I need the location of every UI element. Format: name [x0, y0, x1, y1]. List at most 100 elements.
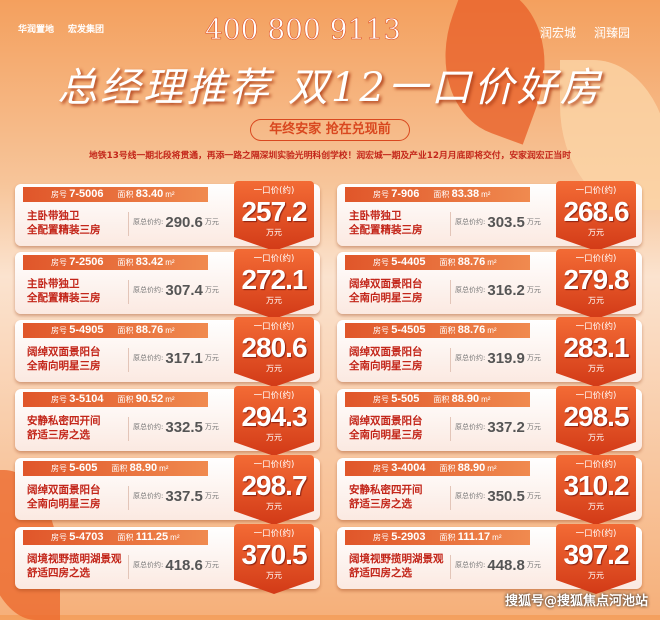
original-price: 原总价约: 303.5 万元 — [455, 214, 541, 231]
listing-card[interactable]: 房号 7-5006 面积 83.40 m² 主卧带独卫全配置精装三房 原总价约: 29… — [15, 181, 320, 251]
orig-value: 319.9 — [487, 350, 525, 367]
developer-logos: 华润置地 宏发集团 — [18, 22, 104, 35]
orig-label: 原总价约: — [133, 492, 164, 500]
orig-label: 原总价约: — [455, 492, 486, 500]
area-value: 111.17 — [457, 531, 491, 543]
slogan-badge: 年终安家 抢在兑现前 — [250, 119, 410, 141]
orig-unit: 万元 — [204, 423, 219, 431]
deal-unit: 万元 — [266, 502, 282, 511]
orig-unit: 万元 — [526, 218, 541, 226]
room-number: 7-906 — [391, 188, 420, 200]
area-label: 面积 — [117, 258, 134, 267]
listing-card[interactable]: 房号 5-2903 面积 111.17 m² 阔境视野揽明湖景观 舒适四房之选 原总价… — [337, 524, 642, 594]
feature-line-1: 阔绰双面景阳台 — [349, 415, 423, 427]
orig-unit: 万元 — [204, 218, 219, 226]
feature-line-2: 舒适四房之选 — [27, 567, 90, 579]
area-label: 面积 — [117, 190, 134, 199]
listing-card[interactable]: 房号 5-4905 面积 88.76 m² 阔绰双面景阳台 全南向明星三房 原总价约:… — [15, 317, 320, 387]
deal-unit: 万元 — [266, 228, 282, 237]
feature-line-2: 全配置精装三房 — [27, 224, 101, 236]
area-label: 面积 — [439, 258, 456, 267]
divider — [128, 486, 129, 510]
listing-description: 阔绰双面景阳台 全南向明星三房 — [27, 345, 101, 373]
listing-description: 阔绰双面景阳台 全南向明星三房 — [349, 277, 423, 305]
orig-label: 原总价约: — [133, 286, 164, 294]
feature-line-1: 阔境视野揽明湖景观 — [349, 553, 444, 565]
area-unit: m² — [481, 190, 491, 199]
divider — [450, 348, 451, 372]
area-unit: m² — [165, 258, 175, 267]
divider — [128, 212, 129, 236]
area-value: 83.42 — [135, 256, 164, 268]
original-price: 原总价约: 290.6 万元 — [133, 214, 219, 231]
orig-value: 317.1 — [165, 350, 203, 367]
listing-info-bar: 房号 5-4703 面积 111.25 m² — [23, 530, 208, 545]
listing-card[interactable]: 房号 7-906 面积 83.38 m² 主卧带独卫 全配置精装三房 原总价约: 303… — [337, 181, 642, 251]
orig-unit: 万元 — [204, 354, 219, 362]
listing-info-bar: 房号 7-5006 面积 83.40 m² — [23, 187, 208, 202]
listing-info-bar: 房号 5-605 面积 88.90 m² — [23, 461, 208, 476]
feature-line-1: 主卧带独卫 — [349, 210, 402, 222]
feature-line-1: 安静私密四开间 — [27, 415, 101, 427]
orig-value: 303.5 — [487, 214, 525, 231]
listing-card[interactable]: 房号 5-505 面积 88.90 m² 阔绰双面景阳台 全南向明星三房 原总价约: 3… — [337, 386, 642, 456]
deal-unit: 万元 — [588, 502, 604, 511]
area-value: 90.52 — [135, 393, 164, 405]
room-label: 房号 — [51, 326, 67, 335]
room-label: 房号 — [373, 326, 389, 335]
deal-price-tag: 一口价(约) 257.2 万元 — [234, 181, 314, 251]
area-value: 83.38 — [451, 188, 480, 200]
deal-price: 280.6 — [241, 332, 307, 363]
original-price: 原总价约: 316.2 万元 — [455, 282, 541, 299]
divider — [450, 417, 451, 441]
listing-card[interactable]: 房号 3-5104 面积 90.52 m² 安静私密四开间 舒适三房之选 原总价约: 3… — [15, 386, 320, 456]
area-unit: m² — [170, 533, 180, 542]
listing-card[interactable]: 房号 5-605 面积 88.90 m² 阔绰双面景阳台 全南向明星三房 原总价约: 3… — [15, 455, 320, 525]
original-price: 原总价约: 317.1 万元 — [133, 350, 219, 367]
orig-value: 337.2 — [487, 419, 525, 436]
area-unit: m² — [492, 533, 502, 542]
feature-line-1: 主卧带独卫 — [27, 210, 80, 222]
deal-price: 310.2 — [563, 470, 629, 501]
area-value: 88.90 — [457, 462, 486, 474]
feature-line-1: 阔绰双面景阳台 — [27, 346, 101, 358]
area-value: 83.40 — [135, 188, 164, 200]
orig-label: 原总价约: — [455, 423, 486, 431]
area-label: 面积 — [439, 464, 456, 473]
deal-label: 一口价(约) — [253, 460, 295, 470]
listing-description: 安静私密四开间 舒适三房之选 — [349, 483, 423, 511]
deal-price: 283.1 — [563, 332, 629, 363]
room-label: 房号 — [373, 464, 389, 473]
orig-label: 原总价约: — [133, 218, 164, 226]
area-label: 面积 — [111, 464, 128, 473]
deal-price: 298.5 — [563, 401, 629, 432]
area-value: 88.90 — [129, 462, 158, 474]
room-label: 房号 — [373, 258, 389, 267]
listing-info-bar: 房号 3-4004 面积 88.90 m² — [345, 461, 530, 476]
listing-card[interactable]: 房号 5-4505 面积 88.76 m² 阔绰双面景阳台 全南向明星三房 原总价约:… — [337, 317, 642, 387]
room-number: 3-4004 — [391, 462, 426, 474]
original-price: 原总价约: 337.5 万元 — [133, 488, 219, 505]
area-unit: m² — [165, 190, 175, 199]
feature-line-1: 主卧带独卫 — [27, 278, 80, 290]
feature-line-1: 阔绰双面景阳台 — [349, 346, 423, 358]
listing-card[interactable]: 房号 5-4703 面积 111.25 m² 阔境视野揽明湖景观 舒适四房之选 原总价… — [15, 524, 320, 594]
feature-line-2: 舒适三房之选 — [349, 498, 412, 510]
listing-description: 阔境视野揽明湖景观 舒适四房之选 — [27, 552, 122, 580]
area-unit: m² — [487, 464, 497, 473]
original-price: 原总价约: 332.5 万元 — [133, 419, 219, 436]
orig-label: 原总价约: — [455, 218, 486, 226]
orig-unit: 万元 — [526, 561, 541, 569]
deal-price-tag: 一口价(约) 268.6 万元 — [556, 181, 636, 251]
room-label: 房号 — [373, 395, 389, 404]
feature-line-2: 全南向明星三房 — [349, 429, 423, 441]
area-value: 88.90 — [451, 393, 480, 405]
listing-card[interactable]: 房号 5-4405 面积 88.76 m² 阔绰双面景阳台 全南向明星三房 原总价约:… — [337, 249, 642, 319]
deal-price: 397.2 — [563, 539, 629, 570]
room-label: 房号 — [373, 533, 389, 542]
listing-card[interactable]: 房号 7-2506 面积 83.42 m² 主卧带独卫 全配置精装三房 原总价约: 30… — [15, 249, 320, 319]
divider — [128, 280, 129, 304]
original-price: 原总价约: 337.2 万元 — [455, 419, 541, 436]
listing-info-bar: 房号 5-4505 面积 88.76 m² — [345, 323, 530, 338]
listing-card[interactable]: 房号 3-4004 面积 88.90 m² 安静私密四开间 舒适三房之选 原总价约: 3… — [337, 455, 642, 525]
